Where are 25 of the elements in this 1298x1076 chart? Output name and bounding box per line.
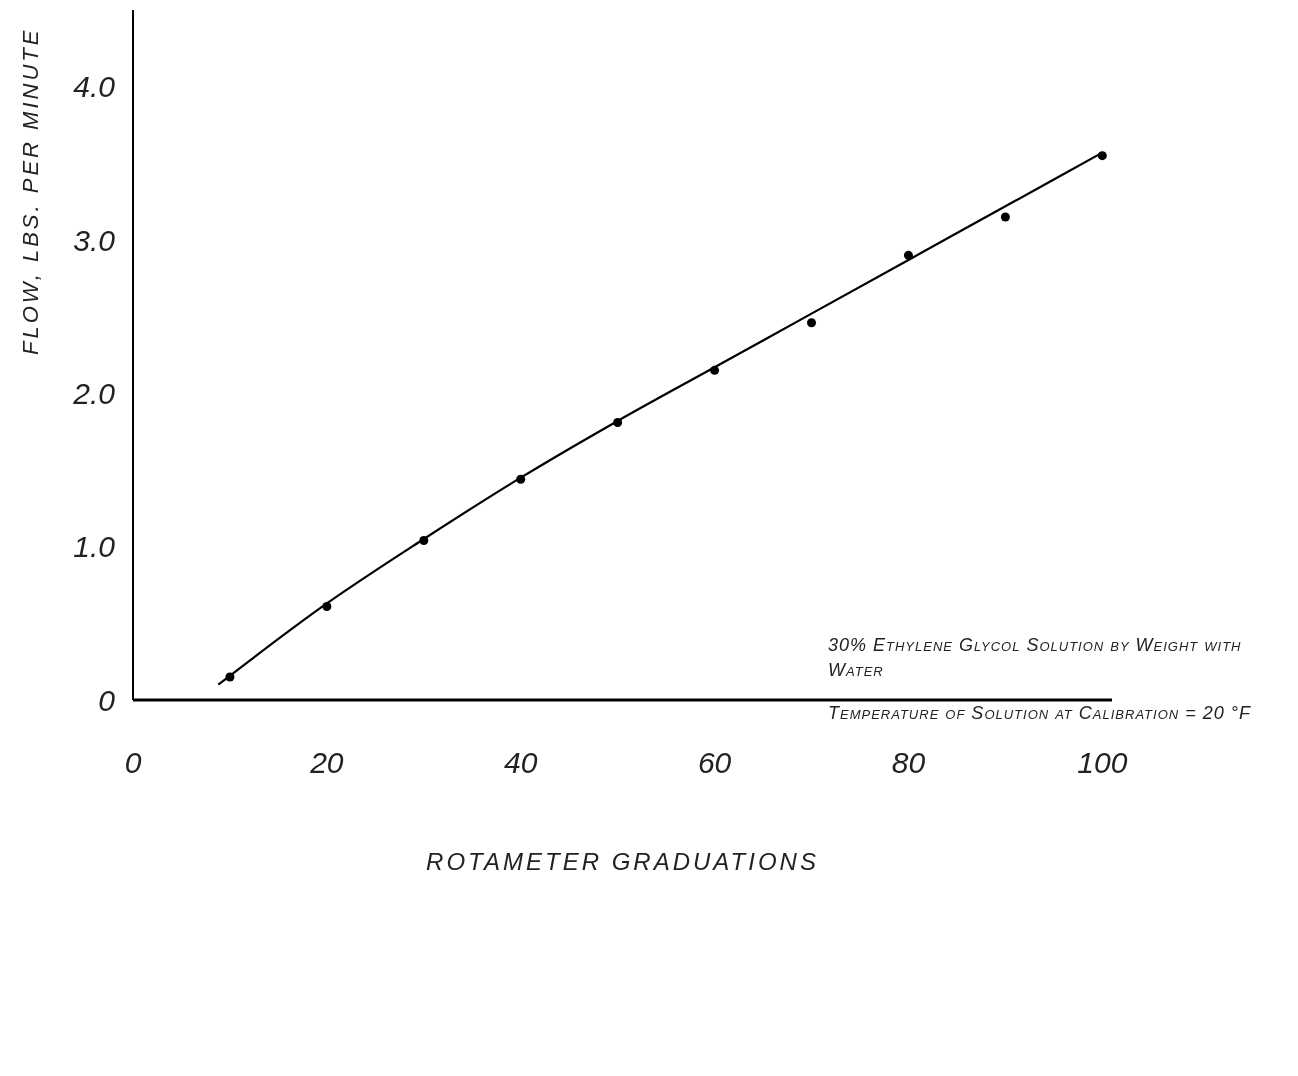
point — [710, 365, 720, 375]
y-tick-label: 0 — [98, 683, 116, 717]
x-tick-label: 40 — [504, 746, 538, 780]
y-tick-label: 3.0 — [73, 223, 116, 257]
point — [516, 474, 526, 484]
text: Temperature of Solution at Calibration = 20 °F — [828, 702, 1252, 726]
x-tick-label: 0 — [124, 746, 142, 780]
point — [322, 601, 332, 611]
x-axis-title: ROTAMETER GRADUATIONS — [426, 848, 819, 875]
y-tick-label: 1.0 — [73, 530, 116, 564]
x-tick-label: 60 — [697, 746, 732, 780]
point — [807, 318, 817, 328]
point — [419, 536, 429, 546]
annotation: 30% Ethylene Glycol Solution by Weight with Water — [828, 634, 1243, 683]
x-tick-label: 20 — [309, 746, 344, 780]
y-tick-label: 4.0 — [73, 70, 116, 104]
y-tick-label: 2.0 — [72, 376, 116, 410]
point — [613, 417, 623, 427]
y-axis-title: FLOW, LBS. PER MINUTE — [17, 27, 43, 355]
point — [225, 672, 235, 682]
point — [1097, 151, 1107, 161]
x-tick-label: 100 — [1077, 746, 1128, 780]
point — [903, 250, 913, 260]
x-tick-label: 80 — [891, 746, 926, 780]
point — [1000, 212, 1010, 222]
